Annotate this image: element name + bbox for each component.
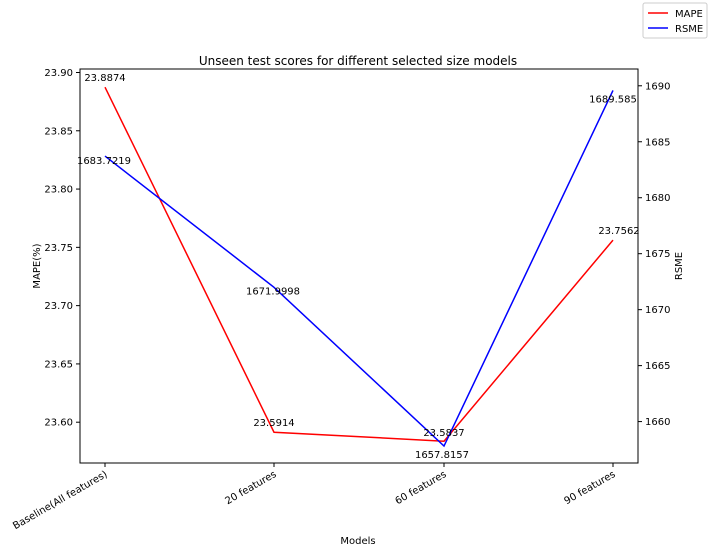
data-label-rsme: 1689.585 <box>589 94 637 105</box>
left-tick-label: 23.70 <box>44 301 73 312</box>
data-labels: 23.8874 23.5914 23.5837 23.7562 1683.7219 167… <box>77 73 640 461</box>
right-tick-label: 1680 <box>645 193 670 204</box>
y-axis-label: MAPE(%) <box>32 243 43 288</box>
x-tick-label: 90 features <box>562 469 617 507</box>
data-label-mape: 23.7562 <box>598 226 639 237</box>
right-tick-label: 1690 <box>645 81 670 92</box>
x-tick-label: Baseline(All features) <box>11 469 109 532</box>
series-line-rsme <box>104 90 614 448</box>
axes <box>79 68 639 464</box>
chart-title: Unseen test scores for different selecte… <box>199 54 517 68</box>
right-tick-label: 1670 <box>645 305 670 316</box>
x-axis-label: Models <box>340 536 375 547</box>
y2-axis-label: RSME <box>674 252 685 280</box>
data-label-mape: 23.8874 <box>84 73 125 84</box>
plot-lines <box>104 86 614 448</box>
left-tick-label: 23.80 <box>44 185 73 196</box>
legend-label-rsme: RSME <box>675 24 703 35</box>
data-label-mape: 23.5914 <box>253 418 294 429</box>
data-label-mape: 23.5837 <box>423 428 464 439</box>
right-tick-label: 1685 <box>645 137 670 148</box>
x-tick-label: 60 features <box>393 469 448 507</box>
left-tick-label: 23.75 <box>44 243 73 254</box>
right-tick-label: 1660 <box>645 417 670 428</box>
data-label-rsme: 1657.8157 <box>415 450 469 461</box>
left-tick-label: 23.60 <box>44 418 73 429</box>
series-line-mape <box>104 86 614 442</box>
right-tick-label: 1675 <box>645 249 670 260</box>
legend: MAPE RSME <box>642 2 708 39</box>
x-axis: Baseline(All features) 20 features 60 feat… <box>11 463 618 532</box>
legend-label-mape: MAPE <box>675 9 703 20</box>
data-label-rsme: 1683.7219 <box>77 156 131 167</box>
left-y-axis: 23.60 23.65 23.70 23.75 23.80 23.85 23.90 <box>44 68 80 429</box>
right-y-axis: 1660 1665 1670 1675 1680 1685 1690 <box>638 81 670 428</box>
right-tick-label: 1665 <box>645 361 670 372</box>
x-tick-label: 20 features <box>223 469 278 507</box>
left-tick-label: 23.85 <box>44 126 73 137</box>
left-tick-label: 23.65 <box>44 359 73 370</box>
legend-box <box>642 2 708 39</box>
plot-frame <box>79 68 639 464</box>
left-tick-label: 23.90 <box>44 68 73 79</box>
data-label-rsme: 1671.9998 <box>246 286 300 297</box>
